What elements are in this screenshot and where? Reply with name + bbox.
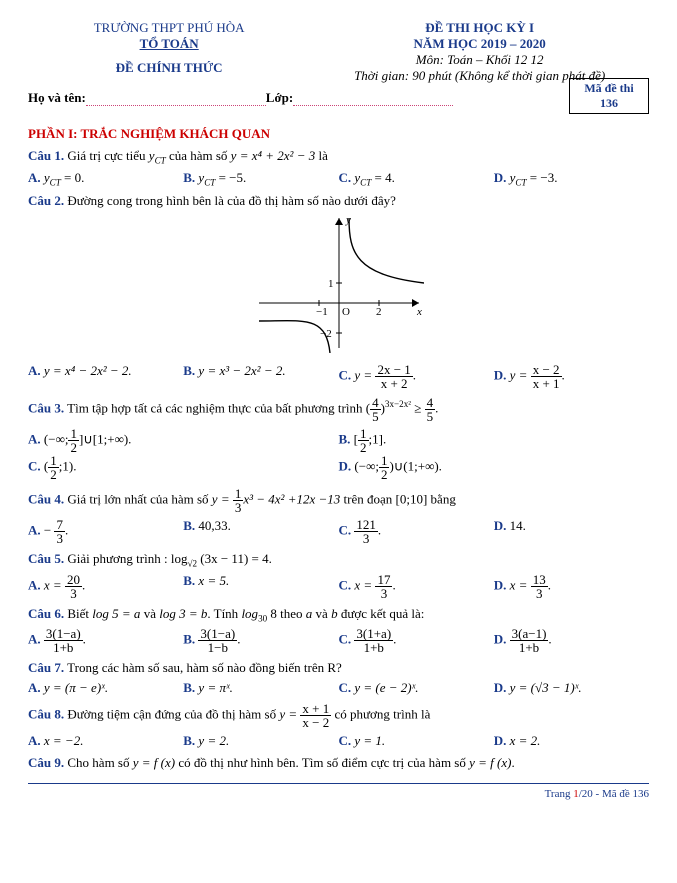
q6-choice-a: A. 3(1−a)1+b. (28, 627, 183, 654)
q5-choice-c: C. x = 173. (339, 573, 494, 600)
svg-text:O: O (342, 306, 350, 318)
q6-label: Câu 6. (28, 606, 64, 621)
q7-text: Trong các hàm số sau, hàm số nào đồng bi… (67, 660, 342, 675)
question-4: Câu 4. Giá trị lớn nhất của hàm số y = 1… (28, 487, 649, 514)
q6-choice-c: C. 3(1+a)1+b. (339, 627, 494, 654)
official-stamp: ĐỀ CHÍNH THỨC (28, 60, 310, 76)
q7-choices: A. y = (π − e)ˣ. B. y = πˣ. C. y = (e − … (28, 680, 649, 696)
q3-choice-a: A. (−∞;12]∪[1;+∞). (28, 427, 339, 454)
q5-choices: A. x = 203. B. x = 5. C. x = 173. D. x =… (28, 573, 649, 600)
q8-label: Câu 8. (28, 707, 64, 722)
q4-choice-a: A. − 73. (28, 518, 183, 545)
q6-choice-d: D. 3(a−1)1+b. (494, 627, 649, 654)
name-blank (86, 94, 266, 106)
q2-label: Câu 2. (28, 193, 64, 208)
q3-choice-b: B. [12;1]. (339, 427, 650, 454)
question-1: Câu 1. Giá trị cực tiểu yCT của hàm số y… (28, 148, 649, 166)
svg-text:1: 1 (328, 278, 334, 290)
q1-label: Câu 1. (28, 148, 64, 163)
q8-choices: A. x = −2. B. y = 2. C. y = 1. D. x = 2. (28, 733, 649, 749)
q2-text: Đường cong trong hình bên là của đồ thị … (67, 193, 396, 208)
question-8: Câu 8. Đường tiệm cận đứng của đồ thị hà… (28, 702, 649, 729)
q8-text-a: Đường tiệm cận đứng của đồ thị hàm số (67, 707, 279, 722)
exam-title: ĐỀ THI HỌC KỲ I (310, 20, 649, 36)
q4-text-a: Giá trị lớn nhất của hàm số (67, 492, 211, 507)
q9-label: Câu 9. (28, 755, 64, 770)
class-label: Lớp: (266, 90, 293, 106)
header: TRƯỜNG THPT PHÚ HÒA TỔ TOÁN ĐỀ CHÍNH THỨ… (28, 20, 649, 84)
name-row: Họ và tên: Lớp: (28, 90, 569, 106)
svg-text:−1: −1 (316, 306, 328, 318)
svg-text:2: 2 (376, 306, 382, 318)
question-2: Câu 2. Đường cong trong hình bên là của … (28, 193, 649, 209)
q4-label: Câu 4. (28, 492, 64, 507)
class-blank (293, 94, 453, 106)
q7-choice-d: D. y = (√3 − 1)ˣ. (494, 680, 649, 696)
svg-text:y: y (345, 214, 351, 226)
q2-choice-b: B. y = x³ − 2x² − 2. (183, 363, 338, 390)
svg-text:x: x (416, 306, 422, 318)
q3-label: Câu 3. (28, 401, 64, 416)
q6-choices: A. 3(1−a)1+b. B. 3(1−a)1−b. C. 3(1+a)1+b… (28, 627, 649, 654)
q2-graph: x y O −1 2 1 −2 (28, 213, 649, 357)
q1-choice-d: D. yCT = −3. (494, 170, 649, 188)
q1-text-a: Giá trị cực tiểu (67, 148, 148, 163)
header-left: TRƯỜNG THPT PHÚ HÒA TỔ TOÁN ĐỀ CHÍNH THỨ… (28, 20, 310, 84)
q5-label: Câu 5. (28, 551, 64, 566)
q8-choice-d: D. x = 2. (494, 733, 649, 749)
q1-choice-b: B. yCT = −5. (183, 170, 338, 188)
q5-choice-d: D. x = 133. (494, 573, 649, 600)
q1-choices: A. yCT = 0. B. yCT = −5. C. yCT = 4. D. … (28, 170, 649, 188)
school-year: NĂM HỌC 2019 – 2020 (310, 36, 649, 52)
q1-choice-c: C. yCT = 4. (339, 170, 494, 188)
q4-choice-d: D. 14. (494, 518, 649, 545)
q2-choice-c: C. y = 2x − 1x + 2. (339, 363, 494, 390)
graph-svg: x y O −1 2 1 −2 (254, 213, 424, 353)
q3-choice-d: D. (−∞;12)∪(1;+∞). (339, 454, 650, 481)
q1-text-b: của hàm số (169, 148, 231, 163)
q4-choice-c: C. 1213. (339, 518, 494, 545)
question-6: Câu 6. Biết log 5 = a và log 3 = b. Tính… (28, 606, 649, 624)
q5-choice-a: A. x = 203. (28, 573, 183, 600)
section-title: PHẦN I: TRẮC NGHIỆM KHÁCH QUAN (28, 126, 649, 142)
subject-line: Môn: Toán – Khối 12 12 (310, 52, 649, 68)
question-7: Câu 7. Trong các hàm số sau, hàm số nào … (28, 660, 649, 676)
q7-label: Câu 7. (28, 660, 64, 675)
duration-line: Thời gian: 90 phút (Không kể thời gian p… (310, 68, 649, 84)
q3-text: Tìm tập hợp tất cả các nghiệm thực của b… (67, 401, 366, 416)
q8-choice-a: A. x = −2. (28, 733, 183, 749)
q7-choice-c: C. y = (e − 2)ˣ. (339, 680, 494, 696)
q3-choices: A. (−∞;12]∪[1;+∞). B. [12;1]. C. (12;1).… (28, 427, 649, 481)
school-name: TRƯỜNG THPT PHÚ HÒA (28, 20, 310, 36)
q4-choices: A. − 73. B. 40,33. C. 1213. D. 14. (28, 518, 649, 545)
q3-choice-c: C. (12;1). (28, 454, 339, 481)
q2-choice-a: A. y = x⁴ − 2x² − 2. (28, 363, 183, 390)
q1-yct: yCT (149, 148, 166, 163)
q2-choice-d: D. y = x − 2x + 1. (494, 363, 649, 390)
q1-text-c: là (318, 148, 327, 163)
question-9: Câu 9. Cho hàm số y = f (x) có đồ thị nh… (28, 755, 649, 771)
q8-choice-b: B. y = 2. (183, 733, 338, 749)
q4-choice-b: B. 40,33. (183, 518, 338, 545)
question-3: Câu 3. Tìm tập hợp tất cả các nghiệm thự… (28, 396, 649, 423)
name-label: Họ và tên: (28, 90, 86, 106)
q5-text: Giải phương trình : (67, 551, 170, 566)
q2-choices: A. y = x⁴ − 2x² − 2. B. y = x³ − 2x² − 2… (28, 363, 649, 390)
q1-fn: y = x⁴ + 2x² − 3 (231, 148, 316, 163)
q7-choice-b: B. y = πˣ. (183, 680, 338, 696)
q1-choice-a: A. yCT = 0. (28, 170, 183, 188)
q8-choice-c: C. y = 1. (339, 733, 494, 749)
q5-choice-b: B. x = 5. (183, 573, 338, 600)
department: TỔ TOÁN (28, 36, 310, 52)
q6-choice-b: B. 3(1−a)1−b. (183, 627, 338, 654)
q7-choice-a: A. y = (π − e)ˣ. (28, 680, 183, 696)
exam-code-value: 136 (576, 96, 642, 111)
page-footer: Trang 1/20 - Mã đề 136 (28, 783, 649, 800)
header-right: ĐỀ THI HỌC KỲ I NĂM HỌC 2019 – 2020 Môn:… (310, 20, 649, 84)
question-5: Câu 5. Giải phương trình : log√2 (3x − 1… (28, 551, 649, 569)
